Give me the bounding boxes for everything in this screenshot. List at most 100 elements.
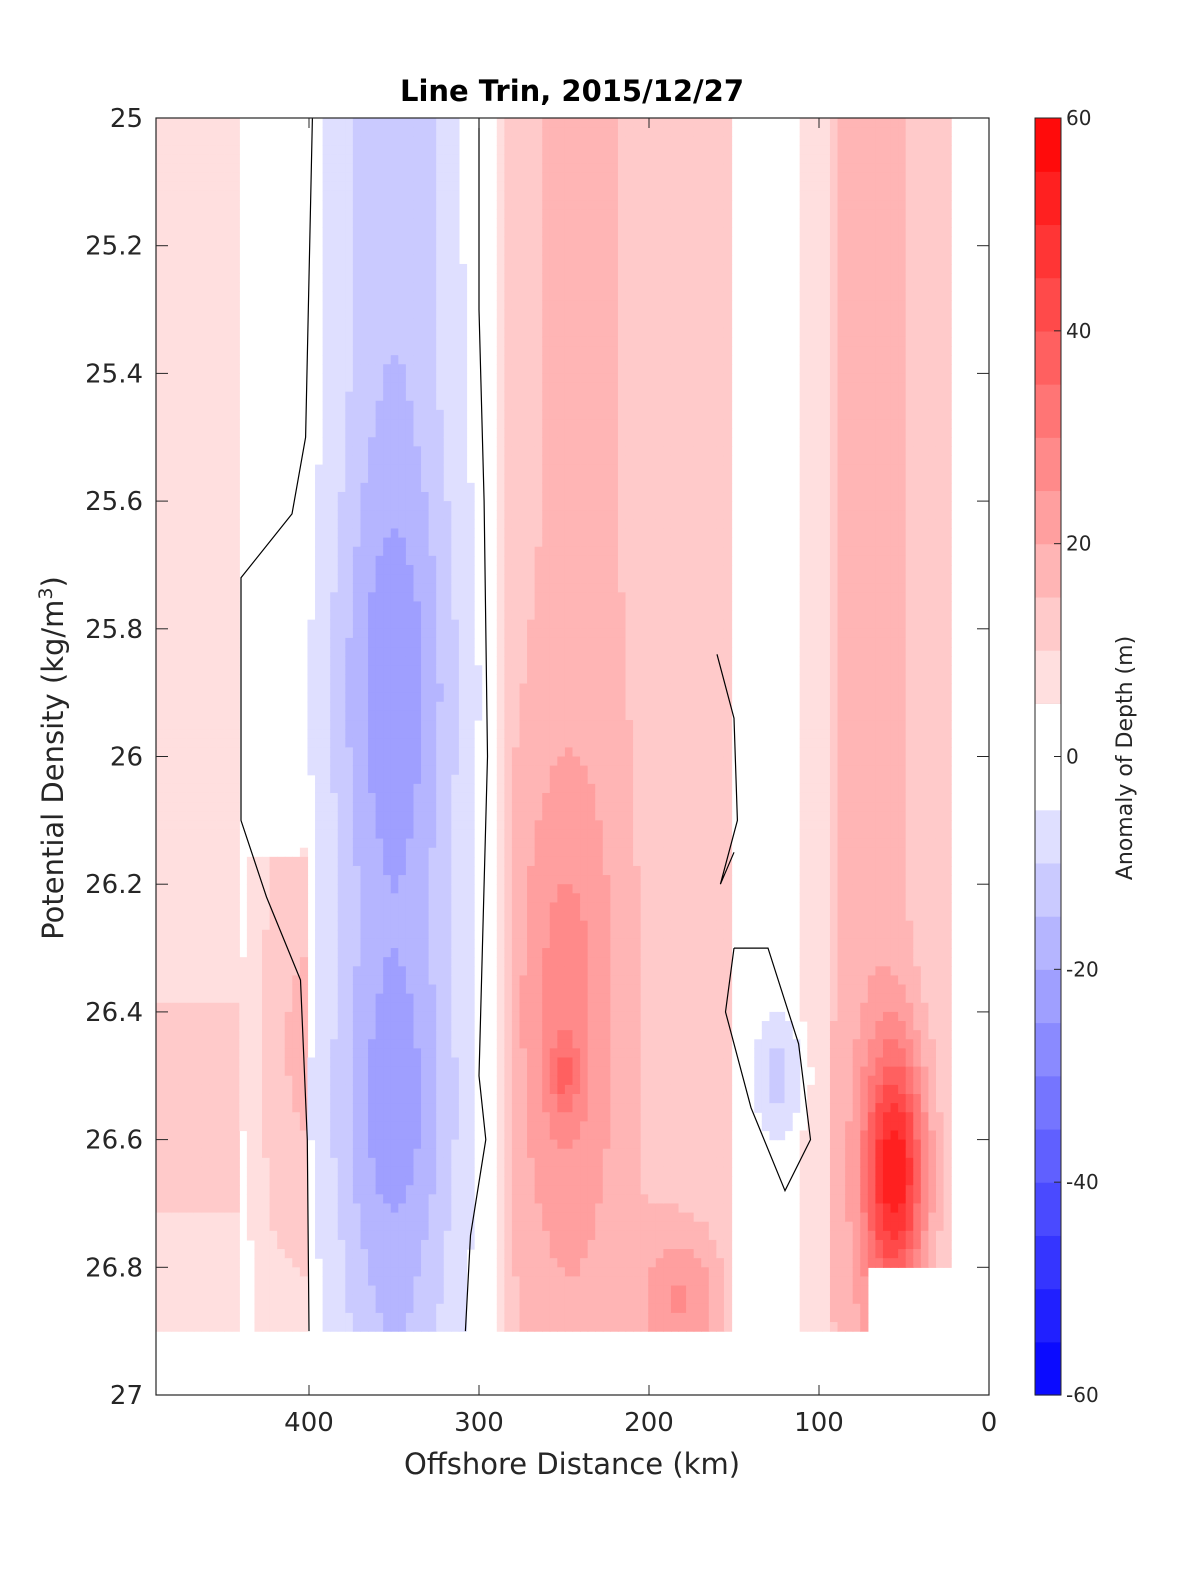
- field-cell: [496, 446, 505, 457]
- field-cell: [352, 993, 362, 1004]
- field-cell: [451, 701, 460, 712]
- field-cell: [443, 1312, 452, 1323]
- field-cell: [178, 957, 187, 967]
- field-cell: [436, 464, 445, 475]
- field-cell: [193, 309, 203, 320]
- field-cell: [383, 637, 392, 648]
- field-cell: [428, 847, 437, 858]
- field-cell: [262, 929, 271, 940]
- field-cell: [496, 373, 505, 384]
- field-cell: [390, 437, 399, 447]
- field-cell: [163, 491, 172, 502]
- field-cell: [428, 637, 437, 648]
- field-cell: [405, 1239, 415, 1250]
- field-cell: [163, 1258, 172, 1268]
- field-cell: [466, 1048, 475, 1059]
- field-cell: [156, 127, 165, 137]
- field-cell: [451, 145, 460, 156]
- field-cell: [284, 856, 293, 867]
- field-cell: [413, 938, 422, 949]
- field-cell: [352, 665, 362, 676]
- field-cell: [156, 1021, 165, 1031]
- field-cell: [436, 428, 445, 438]
- field-cell: [224, 948, 233, 958]
- field-cell: [231, 738, 240, 748]
- field-cell: [292, 1139, 301, 1150]
- field-cell: [443, 282, 452, 292]
- field-cell: [345, 172, 354, 183]
- field-cell: [224, 437, 233, 447]
- field-cell: [504, 1239, 513, 1250]
- field-cell: [383, 336, 392, 347]
- field-cell: [451, 419, 460, 429]
- field-cell: [156, 774, 165, 785]
- field-cell: [443, 473, 452, 484]
- field-cell: [193, 1176, 203, 1186]
- field-cell: [269, 884, 278, 894]
- field-cell: [262, 1103, 271, 1113]
- field-cell: [193, 263, 203, 274]
- field-cell: [231, 1176, 240, 1186]
- field-cell: [231, 327, 240, 338]
- field-cell: [436, 975, 445, 986]
- field-cell: [360, 291, 369, 302]
- field-cell: [292, 1057, 301, 1068]
- field-cell: [254, 1194, 263, 1205]
- field-cell: [375, 820, 384, 831]
- field-cell: [352, 373, 362, 384]
- field-cell: [451, 473, 460, 484]
- field-cell: [216, 136, 225, 146]
- field-cell: [436, 1285, 445, 1296]
- field-cell: [163, 792, 172, 803]
- field-cell: [262, 1093, 271, 1104]
- field-cell: [178, 838, 187, 849]
- field-cell: [193, 236, 203, 247]
- field-cell: [504, 181, 513, 192]
- field-cell: [178, 875, 187, 885]
- field-cell: [156, 263, 165, 274]
- field-cell: [315, 464, 324, 475]
- field-cell: [224, 893, 233, 904]
- field-cell: [511, 1112, 521, 1122]
- field-cell: [178, 455, 187, 466]
- field-cell: [193, 802, 203, 812]
- field-cell: [178, 1276, 187, 1287]
- field-cell: [496, 491, 505, 502]
- field-cell: [156, 1194, 165, 1205]
- field-cell: [383, 574, 392, 584]
- field-cell: [368, 1021, 377, 1031]
- field-cell: [171, 628, 180, 639]
- field-cell: [209, 1157, 218, 1168]
- field-cell: [315, 902, 324, 913]
- field-cell: [428, 993, 437, 1004]
- field-cell: [193, 911, 203, 922]
- field-cell: [428, 355, 437, 365]
- field-cell: [216, 564, 225, 575]
- field-cell: [345, 610, 354, 621]
- field-cell: [201, 1249, 210, 1259]
- field-cell: [216, 419, 225, 429]
- field-cell: [171, 1285, 180, 1296]
- field-cell: [436, 127, 445, 137]
- field-cell: [269, 1139, 278, 1150]
- field-cell: [322, 902, 331, 913]
- field-cell: [383, 966, 392, 977]
- field-cell: [398, 601, 407, 612]
- field-cell: [405, 774, 415, 785]
- field-cell: [458, 838, 468, 849]
- field-cell: [224, 491, 233, 502]
- field-cell: [496, 227, 505, 238]
- field-cell: [398, 373, 407, 384]
- field-cell: [405, 674, 415, 685]
- field-cell: [178, 656, 187, 666]
- field-cell: [360, 1294, 369, 1305]
- field-cell: [337, 628, 346, 639]
- field-cell: [284, 1084, 293, 1095]
- field-cell: [405, 409, 415, 420]
- field-cell: [186, 318, 195, 329]
- field-cell: [277, 938, 286, 949]
- field-cell: [352, 245, 362, 256]
- field-cell: [171, 1039, 180, 1049]
- field-cell: [421, 555, 430, 566]
- field-cell: [193, 674, 203, 685]
